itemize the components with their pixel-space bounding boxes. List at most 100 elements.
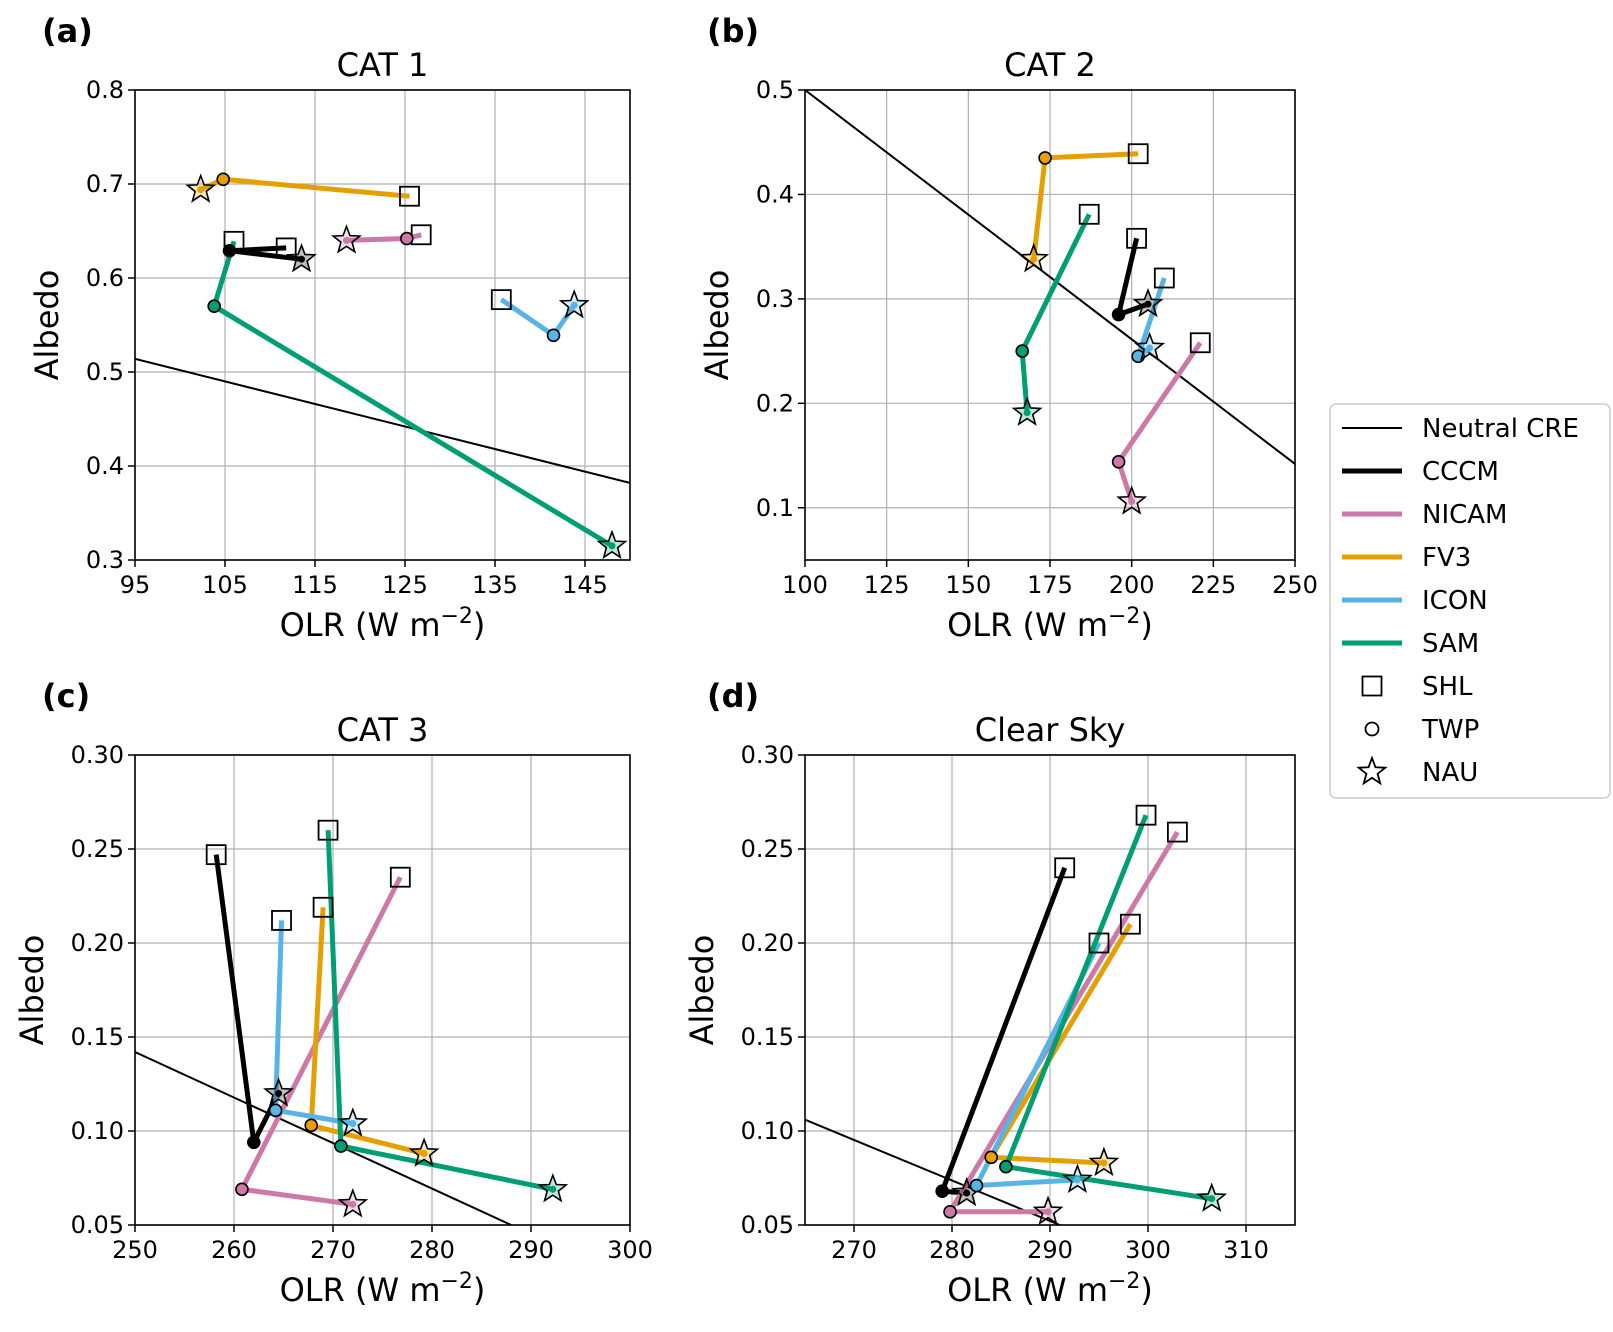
marker-twp-nicam (399, 231, 414, 246)
legend-label: Neutral CRE (1422, 414, 1579, 444)
legend-frame (1329, 403, 1611, 799)
y-tick-label: 0.10 (71, 1117, 124, 1145)
marker-nau-core-sam (608, 542, 616, 550)
y-tick-label: 0.6 (86, 264, 124, 292)
legend-label: CCCM (1422, 457, 1499, 487)
marker-shl-nicam (1189, 332, 1211, 354)
x-axis-label: OLR (W m−2) (947, 1269, 1153, 1309)
y-axis-label: Albedo (683, 935, 721, 1046)
panel-label: (d) (707, 677, 759, 715)
x-tick-label: 125 (382, 571, 428, 599)
y-tick-label: 0.5 (756, 76, 794, 104)
y-tick-label: 0.7 (86, 170, 124, 198)
x-tick-label: 150 (945, 571, 991, 599)
marker-shl-icon (271, 910, 292, 931)
x-tick-label: 270 (310, 1236, 356, 1264)
marker-shl-sam (1078, 203, 1100, 225)
y-tick-label: 0.2 (756, 389, 794, 417)
neutral-cre-line (805, 90, 1295, 465)
marker-nau-core-icon (1146, 344, 1154, 352)
y-tick-label: 0.25 (741, 835, 794, 863)
marker-twp-cccm (247, 1135, 261, 1150)
panel-label: (b) (707, 12, 759, 50)
marker-shl-nicam (1167, 821, 1188, 843)
x-tick-label: 260 (211, 1236, 257, 1264)
marker-shl-cccm (1054, 857, 1076, 879)
x-tick-label: 270 (831, 1236, 877, 1264)
marker-shl-nicam (389, 866, 411, 888)
panel-title: CAT 2 (1004, 46, 1096, 84)
panel-title: Clear Sky (975, 711, 1126, 749)
marker-twp-fv3 (1038, 151, 1052, 165)
marker-twp-fv3 (216, 172, 230, 187)
x-tick-label: 175 (1027, 571, 1073, 599)
marker-nau-core-icon (1073, 1176, 1081, 1184)
marker-twp-cccm (935, 1184, 950, 1198)
legend-label: TWP (1421, 715, 1479, 745)
panel-b: 100 125 150 175 200 225 250 0.1 0.2 0.3 0.4 0.5 CAT … (698, 12, 1318, 644)
marker-shl-sam (1135, 804, 1157, 826)
marker-nau-core-nicam (349, 1200, 357, 1208)
marker-shl-sam (223, 230, 245, 252)
x-tick-label: 135 (472, 571, 518, 599)
neutral-cre-line (135, 1051, 512, 1225)
x-tick-label: 100 (782, 571, 828, 599)
marker-nau-core-nicam (1128, 498, 1136, 506)
legend-label: SAM (1422, 629, 1479, 659)
panel-c: 250 260 270 280 290 300 0.05 0.10 0.15 0.20 0.25 0.… (13, 677, 653, 1309)
panel-title: CAT 3 (337, 711, 429, 749)
series-line-fv3 (1031, 151, 1139, 260)
marker-shl-cccm (1126, 227, 1147, 249)
y-axis-label: Albedo (13, 935, 51, 1046)
x-tick-label: 290 (1027, 1236, 1073, 1264)
neutral-cre-line (805, 1118, 1061, 1225)
marker-nau-core-nicam (343, 236, 350, 244)
marker-shl-icon (490, 289, 512, 311)
series-line-sam (1019, 213, 1092, 413)
x-tick-label: 145 (562, 571, 608, 599)
y-axis-label: Albedo (28, 270, 66, 381)
marker-shl-fv3 (1119, 913, 1141, 935)
legend-label: NAU (1422, 758, 1478, 788)
x-axis-label: OLR (W m−2) (280, 1269, 486, 1309)
y-axis-label: Albedo (698, 270, 736, 381)
marker-twp-nicam (943, 1205, 957, 1219)
y-tick-label: 0.20 (71, 929, 124, 957)
y-tick-label: 0.1 (756, 494, 794, 522)
panel-title: CAT 1 (337, 46, 429, 84)
marker-shl-icon (1153, 267, 1175, 289)
legend-label: FV3 (1422, 543, 1471, 573)
marker-nau-core-icon (570, 301, 578, 309)
marker-twp-nicam (1111, 455, 1126, 469)
y-tick-label: 0.5 (86, 358, 124, 386)
panel-label: (a) (42, 12, 93, 50)
series-line-icon (499, 297, 577, 338)
y-tick-label: 0.8 (86, 76, 124, 104)
marker-shl-fv3 (1127, 143, 1149, 165)
marker-nau-core-fv3 (197, 186, 205, 194)
series-line-cccm (213, 854, 281, 1145)
x-tick-label: 280 (929, 1236, 975, 1264)
legend-handle-nau (1356, 755, 1388, 786)
marker-twp-icon (969, 1178, 984, 1193)
x-tick-label: 95 (120, 571, 151, 599)
y-tick-label: 0.30 (71, 741, 124, 769)
y-tick-label: 0.4 (756, 180, 794, 208)
x-tick-label: 200 (1109, 571, 1155, 599)
panel-label: (c) (42, 677, 90, 715)
legend-handle-twp (1364, 721, 1380, 737)
x-tick-label: 125 (864, 571, 910, 599)
marker-twp-sam (334, 1139, 348, 1153)
x-axis-label: OLR (W m−2) (947, 604, 1153, 644)
marker-nau-core-sam (1208, 1195, 1216, 1203)
axes-frame (134, 754, 631, 1226)
marker-nau-core-cccm (1144, 300, 1152, 308)
x-tick-label: 250 (112, 1236, 158, 1264)
marker-shl-fv3 (399, 185, 420, 207)
series-line-fv3 (988, 922, 1133, 1166)
marker-twp-sam (999, 1159, 1013, 1174)
x-tick-label: 105 (202, 571, 248, 599)
marker-nau-core-sam (1023, 409, 1031, 417)
marker-shl-sam (317, 819, 339, 841)
